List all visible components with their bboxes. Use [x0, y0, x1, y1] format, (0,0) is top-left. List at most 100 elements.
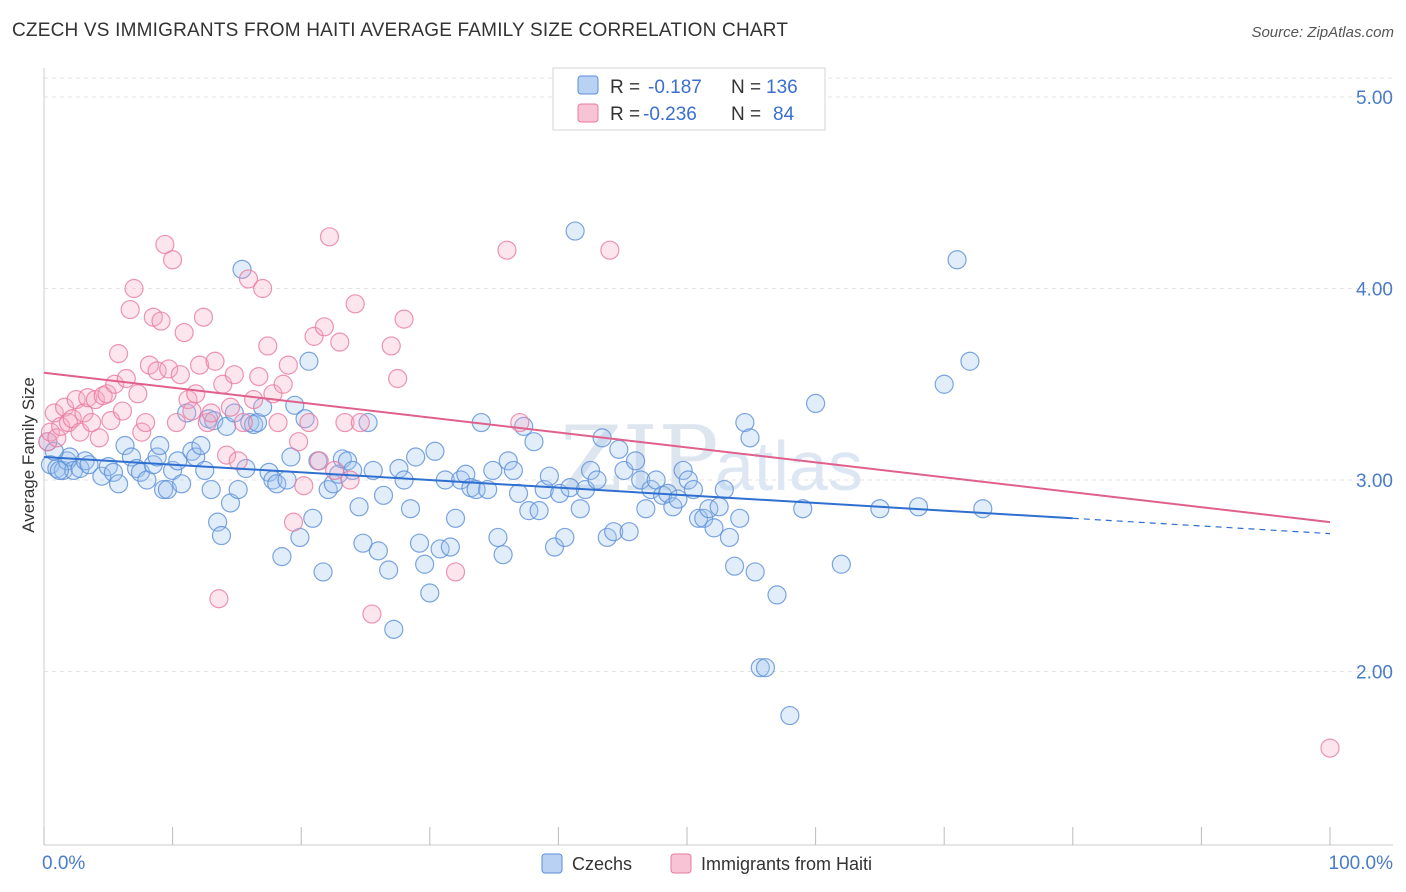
haiti-point-33 [163, 250, 183, 270]
czechs-point-155 [947, 250, 967, 270]
haiti-point-35 [170, 365, 190, 385]
czechs-point-123 [636, 499, 656, 519]
y-tick-label-2: 4.00 [1356, 280, 1393, 301]
haiti-point-43 [201, 403, 221, 423]
haiti-point-75 [362, 604, 382, 624]
czechs-point-130 [673, 460, 693, 481]
watermark-zip: ZIP [560, 407, 719, 512]
czechs-point-80 [409, 533, 430, 553]
haiti-point-25 [132, 422, 152, 442]
haiti-point-49 [224, 365, 244, 385]
haiti-point-58 [268, 412, 288, 433]
haiti-points [38, 227, 1340, 758]
czechs-trend-line [43, 456, 1073, 520]
haiti-point-40 [190, 355, 210, 375]
czechs-point-117 [604, 522, 624, 542]
haiti-point-61 [283, 512, 304, 532]
czechs-point-83 [425, 441, 445, 461]
bottom-legend-czechs: Czechs [572, 854, 632, 874]
czechs-point-147 [767, 585, 787, 605]
czechs-point-149 [793, 499, 813, 519]
czechs-point-74 [379, 560, 399, 580]
czechs-point-68 [349, 497, 369, 517]
czechs-point-153 [908, 497, 929, 517]
haiti-point-53 [244, 389, 264, 410]
haiti-point-26 [135, 412, 156, 433]
czechs-point-138 [714, 479, 734, 500]
haiti-point-79 [445, 562, 466, 582]
czechs-point-98 [503, 460, 523, 481]
czechs-point-156 [960, 351, 980, 371]
czechs-point-144 [745, 562, 765, 582]
haiti-point-55 [253, 278, 273, 299]
czechs-point-106 [544, 537, 565, 557]
czechs-point-150 [805, 393, 826, 413]
bottom-legend-haiti: Immigrants from Haiti [701, 854, 872, 874]
haiti-point-38 [182, 401, 202, 421]
czechs-point-11 [49, 460, 70, 481]
czechs-points [38, 221, 993, 726]
czechs-point-59 [303, 508, 323, 528]
czechs-point-114 [587, 470, 607, 490]
grid-lines [44, 77, 1393, 672]
czechs-point-111 [570, 499, 590, 519]
haiti-point-24 [128, 384, 148, 404]
haiti-point-32 [159, 359, 179, 379]
haiti-point-21 [116, 368, 136, 389]
legend-n-value-haiti: 84 [773, 104, 795, 125]
haiti-point-44 [205, 351, 225, 371]
haiti-point-51 [233, 412, 253, 433]
czechs-point-152 [870, 499, 890, 519]
czechs-point-12 [92, 466, 112, 486]
haiti-point-30 [151, 311, 171, 331]
legend-swatch-czechs [577, 75, 599, 95]
czechs-point-140 [724, 556, 745, 576]
haiti-point-14 [89, 428, 109, 448]
legend-r-label-haiti: R = [610, 104, 640, 125]
czechs-point-157 [973, 499, 993, 519]
haiti-point-41 [193, 307, 214, 327]
legend-r-label-czechs: R = [610, 77, 640, 98]
czechs-point-38 [211, 525, 232, 546]
czechs-point-108 [555, 527, 575, 548]
czechs-point-93 [478, 479, 498, 500]
czechs-point-118 [609, 439, 629, 459]
haiti-point-16 [97, 384, 117, 404]
haiti-point-19 [108, 344, 129, 364]
haiti-point-71 [335, 412, 355, 433]
czechs-point-28 [172, 474, 192, 494]
czechs-point-72 [368, 541, 388, 561]
haiti-point-67 [314, 317, 334, 337]
czechs-point-78 [400, 499, 421, 519]
czechs-point-148 [780, 705, 800, 726]
bottom-legend-swatch-czechs [541, 853, 563, 874]
haiti-point-11 [78, 388, 98, 408]
haiti-point-42 [197, 412, 217, 433]
czechs-point-141 [730, 508, 750, 528]
czechs-point-145 [750, 658, 770, 678]
haiti-point-78 [394, 309, 414, 329]
czechs-point-142 [735, 412, 755, 433]
y-tick-label-3: 5.00 [1356, 88, 1393, 109]
czechs-point-73 [373, 485, 394, 505]
czechs-point-97 [498, 451, 518, 471]
czechs-point-120 [619, 522, 639, 542]
legend-r-value-haiti: -0.236 [643, 104, 697, 125]
czechs-point-122 [631, 470, 651, 490]
czechs-point-105 [539, 466, 559, 486]
haiti-point-80 [497, 240, 517, 260]
czechs-point-57 [295, 409, 315, 429]
czechs-point-53 [277, 470, 297, 490]
bottom-legend-swatch-haiti [670, 853, 692, 874]
y-axis-title: Average Family Size [19, 377, 38, 533]
haiti-point-12 [81, 412, 102, 433]
czechs-point-25 [157, 479, 178, 500]
czechs-point-95 [488, 527, 508, 548]
czechs-point-96 [493, 545, 513, 565]
y-tick-label-1: 3.00 [1356, 471, 1393, 492]
haiti-point-50 [228, 451, 248, 471]
czechs-point-136 [704, 518, 724, 538]
czechs-point-66 [337, 451, 358, 471]
trend-lines [43, 371, 1331, 535]
